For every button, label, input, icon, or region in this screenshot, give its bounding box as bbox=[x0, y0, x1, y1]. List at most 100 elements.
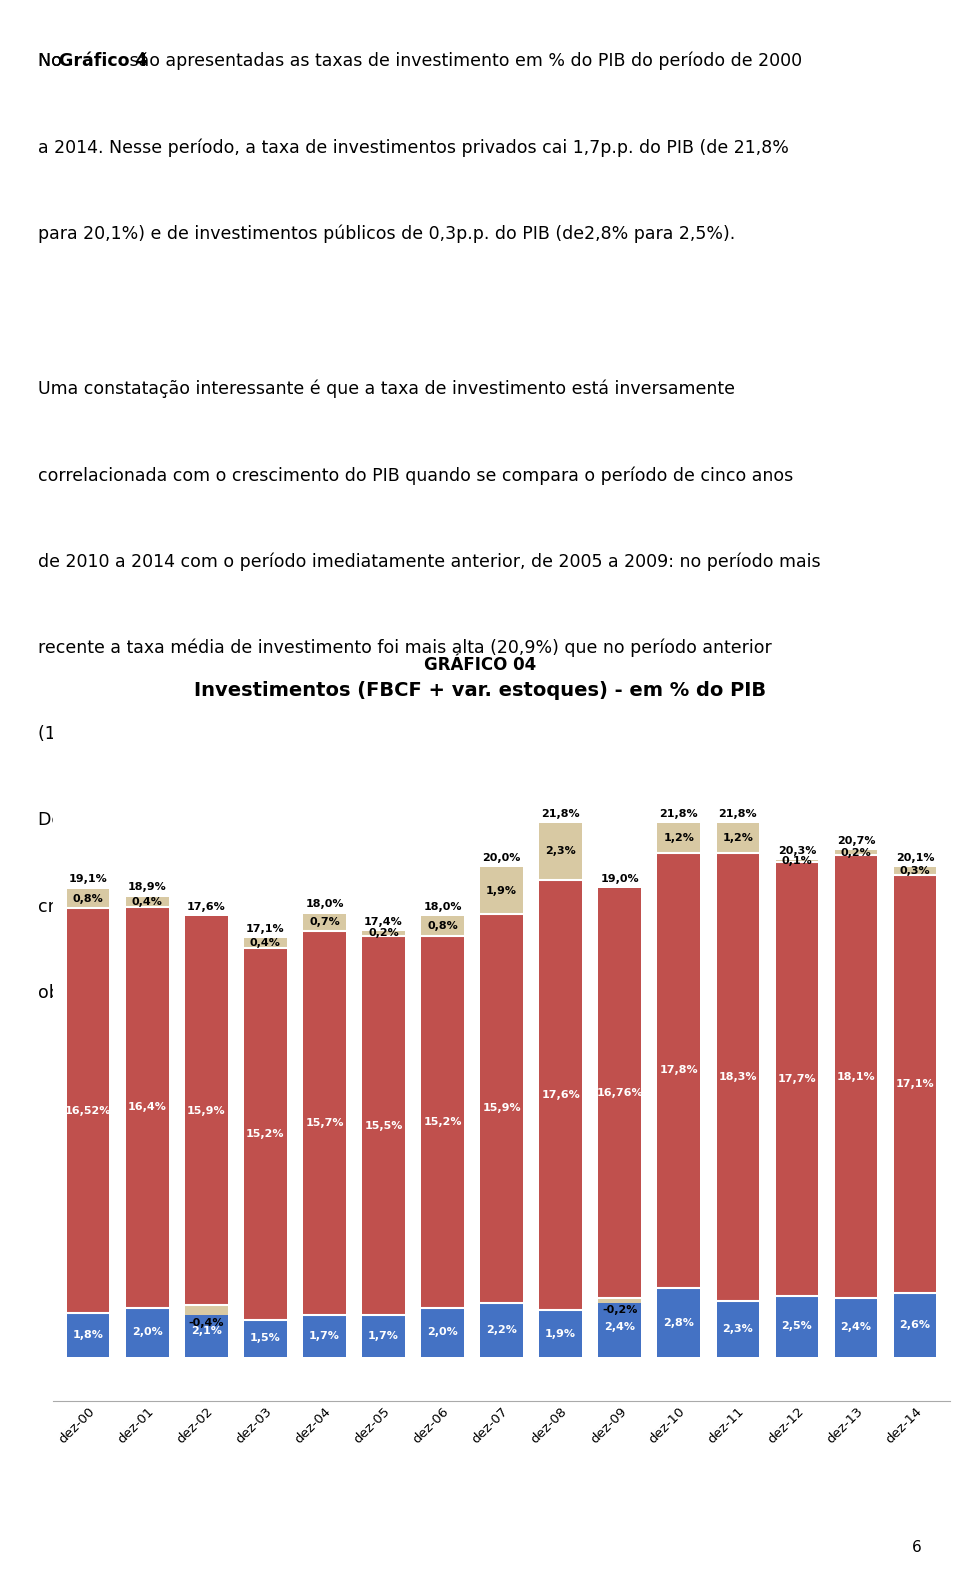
Text: 0,4%: 0,4% bbox=[250, 938, 281, 948]
Text: 2,8%: 2,8% bbox=[663, 1317, 694, 1327]
Text: 21,8%: 21,8% bbox=[541, 809, 580, 818]
Text: 1,7%: 1,7% bbox=[368, 1332, 399, 1341]
Text: 20,0%: 20,0% bbox=[483, 853, 520, 863]
Bar bbox=[834, 1299, 877, 1357]
Text: 0,8%: 0,8% bbox=[73, 894, 104, 903]
Text: 15,5%: 15,5% bbox=[364, 1121, 402, 1130]
Text: Uma constatação interessante é que a taxa de investimento está inversamente: Uma constatação interessante é que a tax… bbox=[38, 379, 735, 398]
Bar bbox=[658, 1288, 700, 1357]
Bar bbox=[244, 948, 287, 1321]
Text: 1,9%: 1,9% bbox=[486, 886, 517, 896]
Bar bbox=[598, 888, 641, 1299]
Text: 0,4%: 0,4% bbox=[132, 897, 163, 907]
Text: 1,2%: 1,2% bbox=[663, 833, 694, 844]
Text: 1,2%: 1,2% bbox=[722, 833, 754, 844]
Bar bbox=[421, 1308, 464, 1357]
Bar bbox=[67, 1313, 109, 1357]
Text: de 2010 a 2014 com o período imediatamente anterior, de 2005 a 2009: no período : de 2010 a 2014 com o período imediatamen… bbox=[38, 552, 821, 571]
Bar bbox=[658, 853, 700, 1288]
Bar bbox=[421, 916, 464, 937]
Text: 6: 6 bbox=[912, 1539, 922, 1555]
Text: Investimentos (FBCF + var. estoques) - em % do PIB: Investimentos (FBCF + var. estoques) - e… bbox=[194, 682, 766, 700]
Bar bbox=[598, 1299, 641, 1357]
Text: 18,9%: 18,9% bbox=[128, 883, 167, 892]
Bar bbox=[303, 914, 346, 930]
Text: 0,3%: 0,3% bbox=[900, 866, 930, 877]
Bar bbox=[716, 1300, 759, 1357]
Text: No Gráfico 4: No Gráfico 4 bbox=[38, 52, 159, 69]
Bar bbox=[716, 823, 759, 853]
Text: para 20,1%) e de investimentos públicos de 0,3p.p. do PIB (de2,8% para 2,5%).: para 20,1%) e de investimentos públicos … bbox=[38, 225, 735, 242]
Text: 17,6%: 17,6% bbox=[541, 1089, 580, 1100]
Bar bbox=[776, 859, 818, 863]
Text: 2,0%: 2,0% bbox=[132, 1327, 162, 1338]
Bar bbox=[126, 907, 169, 1308]
Text: -0,2%: -0,2% bbox=[602, 1305, 637, 1316]
Bar bbox=[126, 1308, 169, 1357]
Text: 2,2%: 2,2% bbox=[486, 1325, 517, 1335]
Bar bbox=[362, 1316, 405, 1357]
Bar bbox=[244, 938, 287, 948]
Bar bbox=[185, 916, 228, 1305]
Bar bbox=[540, 1310, 582, 1357]
Text: 17,8%: 17,8% bbox=[660, 1066, 698, 1075]
Text: 1,7%: 1,7% bbox=[309, 1332, 340, 1341]
Text: 18,0%: 18,0% bbox=[305, 899, 344, 910]
Text: (19,2%), e o crescimento médio (3,2%a.a.) foi menor que o anterior (3,6%).: (19,2%), e o crescimento médio (3,2%a.a.… bbox=[38, 726, 702, 743]
Text: 18,1%: 18,1% bbox=[836, 1072, 876, 1081]
Bar bbox=[185, 1305, 228, 1316]
Bar bbox=[480, 1303, 523, 1357]
Text: observado nos últimos cinco anos.: observado nos últimos cinco anos. bbox=[38, 984, 341, 1001]
Text: 15,9%: 15,9% bbox=[482, 1103, 521, 1113]
Text: crescimento médio de 2005 a 2008 foi de 4,5% a.a. ainda mais significativo que o: crescimento médio de 2005 a 2008 foi de … bbox=[38, 897, 756, 916]
Text: 16,52%: 16,52% bbox=[65, 1105, 111, 1116]
Text: 17,7%: 17,7% bbox=[778, 1073, 816, 1084]
Text: recente a taxa média de investimento foi mais alta (20,9%) que no período anteri: recente a taxa média de investimento foi… bbox=[38, 639, 772, 656]
Bar bbox=[421, 937, 464, 1308]
Bar bbox=[67, 908, 109, 1313]
Text: 1,8%: 1,8% bbox=[73, 1330, 104, 1339]
Text: 2,3%: 2,3% bbox=[723, 1324, 754, 1333]
Bar bbox=[894, 867, 936, 875]
Bar bbox=[894, 1294, 936, 1357]
Text: 2,1%: 2,1% bbox=[191, 1327, 222, 1336]
Text: 15,7%: 15,7% bbox=[305, 1118, 344, 1129]
Text: 17,1%: 17,1% bbox=[896, 1078, 934, 1089]
Text: 1,9%: 1,9% bbox=[545, 1328, 576, 1338]
Bar bbox=[480, 867, 523, 914]
Text: 19,1%: 19,1% bbox=[69, 875, 108, 885]
Text: 2,4%: 2,4% bbox=[604, 1322, 636, 1333]
Text: 2,3%: 2,3% bbox=[545, 847, 576, 856]
Text: GRÁFICO 04: GRÁFICO 04 bbox=[424, 656, 536, 674]
Text: 19,0%: 19,0% bbox=[600, 874, 639, 883]
Text: são apresentadas as taxas de investimento em % do PIB do período de 2000: são apresentadas as taxas de investiment… bbox=[124, 52, 803, 71]
Bar bbox=[67, 889, 109, 908]
Bar bbox=[303, 930, 346, 1316]
Bar bbox=[894, 875, 936, 1294]
Bar bbox=[834, 855, 877, 1299]
Text: 15,2%: 15,2% bbox=[423, 1118, 462, 1127]
Text: 2,5%: 2,5% bbox=[781, 1321, 812, 1332]
Bar bbox=[244, 1321, 287, 1357]
Text: a 2014. Nesse período, a taxa de investimentos privados cai 1,7p.p. do PIB (de 2: a 2014. Nesse período, a taxa de investi… bbox=[38, 139, 789, 157]
Text: No: No bbox=[38, 52, 68, 69]
Bar bbox=[834, 850, 877, 855]
Bar bbox=[540, 880, 582, 1310]
Text: 15,9%: 15,9% bbox=[187, 1107, 226, 1116]
Bar bbox=[185, 1305, 228, 1357]
Text: 20,7%: 20,7% bbox=[837, 836, 876, 845]
Text: 0,8%: 0,8% bbox=[427, 921, 458, 932]
Text: correlacionada com o crescimento do PIB quando se compara o período de cinco ano: correlacionada com o crescimento do PIB … bbox=[38, 466, 794, 485]
Text: 0,2%: 0,2% bbox=[368, 929, 398, 938]
Text: 0,1%: 0,1% bbox=[781, 856, 812, 866]
Text: 2,0%: 2,0% bbox=[427, 1327, 458, 1338]
Text: Gráfico 4: Gráfico 4 bbox=[60, 52, 148, 69]
Text: 17,1%: 17,1% bbox=[246, 924, 285, 933]
Bar bbox=[126, 897, 169, 907]
Bar bbox=[716, 853, 759, 1300]
Text: No: No bbox=[38, 52, 68, 69]
Text: 18,3%: 18,3% bbox=[719, 1072, 757, 1081]
Bar bbox=[658, 823, 700, 853]
Text: 17,4%: 17,4% bbox=[364, 916, 403, 927]
Bar bbox=[540, 823, 582, 880]
